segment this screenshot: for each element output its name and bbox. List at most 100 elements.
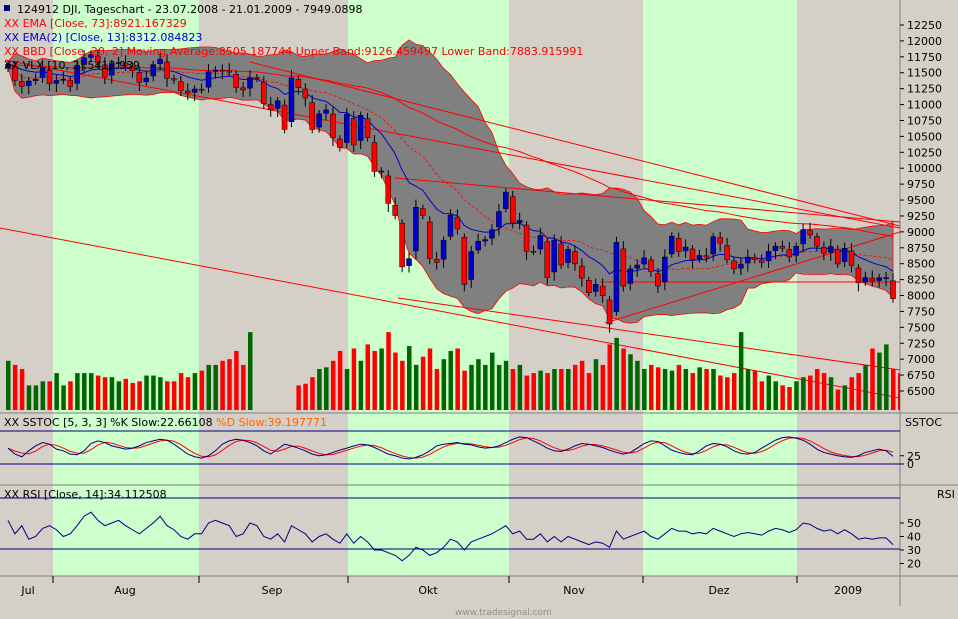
volume-bar [586, 373, 592, 410]
sstoc-lines [7, 436, 894, 460]
candle-body [385, 175, 392, 204]
volume-bar [704, 369, 709, 410]
sstoc-tick-label: 25 [907, 450, 921, 463]
candle-body [717, 237, 723, 244]
candle-body [821, 246, 827, 254]
candle-body [433, 259, 440, 263]
volume-bar [503, 360, 509, 410]
volume-bar [683, 369, 689, 410]
volume-bar [116, 381, 122, 410]
price-tick-label: 11000 [907, 99, 942, 112]
price-tick-label: 7000 [907, 353, 935, 366]
price-tick-label: 12250 [907, 19, 942, 32]
candle-body [489, 229, 495, 239]
candle-body [883, 277, 889, 279]
candle-body [703, 255, 710, 258]
candle-body [233, 74, 239, 88]
volume-bar [842, 385, 848, 410]
volume-bar [642, 369, 647, 410]
candle-body [240, 87, 246, 91]
volume-bar [849, 377, 855, 410]
volume-bar [828, 377, 834, 410]
candle-body [136, 72, 143, 83]
candle-body [765, 251, 772, 262]
volume-bar [303, 383, 308, 410]
volume-bar [566, 369, 571, 410]
volume-bar [607, 344, 613, 410]
candle-body [565, 249, 571, 263]
candle-body [606, 299, 613, 325]
volume-bar [662, 369, 668, 410]
candle-body [46, 69, 53, 85]
price-tick-label: 9500 [907, 194, 935, 207]
candle-body [309, 102, 315, 130]
volume-bar [54, 373, 59, 410]
volume-bar [75, 373, 80, 410]
volume-bar [413, 364, 419, 410]
volume-bar [434, 369, 440, 410]
candle-body [247, 77, 253, 89]
candle-body [413, 206, 419, 252]
candle-body [482, 239, 488, 242]
volume-bar [178, 373, 184, 410]
candle-body [102, 64, 108, 78]
price-tick-label: 8750 [907, 242, 935, 255]
volume-bar [351, 348, 357, 410]
legend-bbd: XX BBD [Close, 20, 2] Moving Average:850… [4, 45, 583, 58]
volume-bar [171, 381, 177, 410]
candle-body [544, 241, 551, 278]
volume-bar [593, 359, 599, 410]
volume-bar [123, 378, 129, 410]
candle-body [620, 248, 627, 287]
candle-body [25, 80, 32, 86]
candle-body [178, 81, 184, 91]
candle-body [67, 80, 73, 87]
candle-body [758, 259, 765, 263]
candle-body [454, 216, 461, 230]
candle-body [710, 236, 716, 255]
sstoc-d-line [7, 437, 894, 459]
rsi-legend: XX RSI [Close, 14]:34.112508 [4, 488, 167, 501]
volume-bar [489, 352, 495, 410]
volume-bar [296, 385, 301, 410]
volume-bar [158, 377, 163, 410]
volume-bar [759, 381, 765, 410]
candle-body [122, 62, 129, 66]
volume-bar [130, 382, 135, 410]
volume-bar [794, 381, 799, 410]
candle-body [689, 248, 696, 260]
candle-body [171, 78, 177, 81]
candle-body [302, 88, 309, 99]
sstoc-k-line [7, 436, 894, 460]
volume-bar [856, 373, 861, 410]
sstoc-axis: 250 [900, 450, 921, 471]
candle-body [648, 259, 654, 272]
candle-body [129, 65, 136, 71]
month-label: Nov [563, 584, 585, 597]
volume-bar [476, 359, 481, 410]
volume-bar [614, 337, 619, 410]
volume-bar [891, 369, 896, 410]
candle-body [669, 235, 675, 255]
candle-body [834, 248, 841, 265]
candle-body [461, 237, 468, 285]
volume-bar [151, 375, 156, 410]
candle-body [814, 236, 820, 247]
candlesticks [5, 50, 896, 333]
time-axis: Jul Aug Sep Okt Nov Dez 2009 [20, 576, 862, 597]
candle-body [406, 258, 412, 266]
month-label: Jul [20, 584, 34, 597]
candle-body [447, 214, 454, 237]
rsi-line-path [7, 511, 894, 562]
candle-body [800, 229, 806, 245]
candle-body [115, 62, 122, 64]
price-tick-label: 11250 [907, 83, 942, 96]
volume-bar [420, 356, 426, 410]
volume-bar [185, 377, 191, 410]
candle-body [655, 273, 661, 287]
price-tick-label: 9250 [907, 210, 935, 223]
candle-body [81, 57, 87, 65]
candle-body [551, 239, 557, 273]
watermark: www.tradesignal.com [455, 608, 552, 618]
